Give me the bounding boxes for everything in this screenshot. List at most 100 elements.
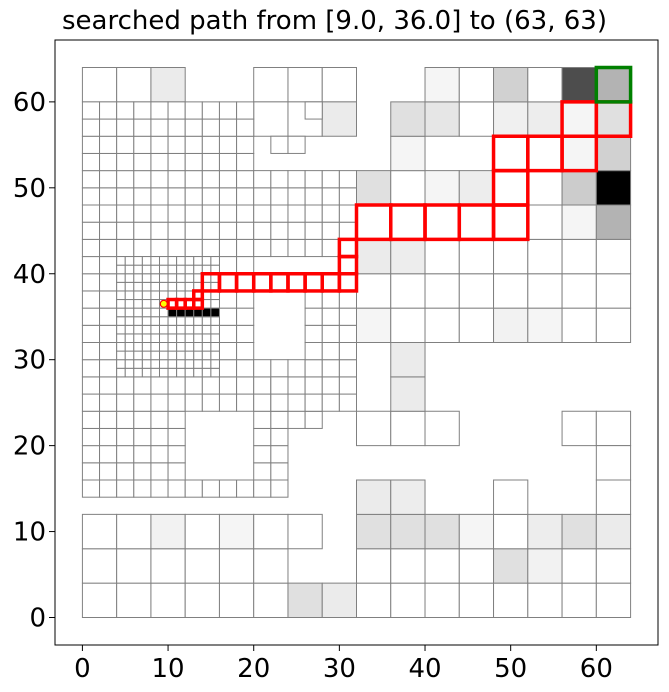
grid-cell-fine	[124, 299, 135, 309]
grid-cell-small	[167, 221, 186, 240]
grid-cell-small	[116, 376, 135, 395]
grid-cell	[356, 238, 392, 275]
grid-cell-small	[304, 187, 323, 206]
grid-cell	[390, 273, 426, 309]
grid-cell-small	[116, 118, 135, 137]
grid-cell	[458, 582, 495, 618]
grid-cell	[356, 170, 392, 206]
grid-cell-small	[321, 307, 340, 326]
grid-cell-fine	[133, 273, 143, 283]
grid-cell-small	[99, 238, 118, 258]
grid-cell-small	[287, 376, 306, 395]
grid-cell-small	[236, 101, 255, 120]
grid-cell-fine	[141, 307, 152, 318]
grid-cell-fine	[116, 350, 126, 361]
grid-cell-small	[321, 204, 340, 223]
grid-cell-small	[81, 479, 101, 498]
grid-cell	[390, 101, 426, 137]
grid-cell-small	[184, 170, 203, 189]
grid-cell-fine	[150, 290, 160, 301]
grid-cell-small	[201, 238, 220, 258]
x-tick-label: 60	[580, 654, 613, 684]
grid-cell-fine	[116, 324, 126, 335]
grid-cell-fine	[176, 264, 186, 275]
grid-cell	[595, 479, 632, 515]
grid-cell-small	[133, 170, 152, 189]
grid-cell-small	[201, 376, 220, 395]
grid-cell-fine	[176, 367, 186, 378]
grid-cell	[390, 513, 426, 550]
grid-cell-small	[81, 238, 101, 258]
path-cell	[269, 272, 290, 293]
grid-cell-fine	[141, 273, 152, 283]
grid-cell-small	[253, 204, 272, 223]
grid-cell-small	[236, 256, 255, 275]
grid-cell	[561, 548, 597, 584]
grid-cell-small	[99, 445, 118, 464]
grid-cell-fine	[210, 324, 220, 335]
grid-cell-small	[201, 152, 220, 172]
grid-cell-small	[150, 118, 169, 137]
path-cell	[286, 272, 307, 293]
grid-cell-fine	[184, 333, 195, 343]
grid-cell	[595, 445, 632, 481]
grid-cell-fine	[201, 359, 212, 369]
grid-cell	[356, 204, 392, 240]
grid-cell-small	[321, 290, 340, 309]
grid-cell-small	[167, 445, 186, 464]
grid-cell-small	[150, 101, 169, 120]
grid-cell-small	[184, 238, 203, 258]
grid-cell-small	[133, 204, 152, 223]
grid-cell-fine	[150, 333, 160, 343]
grid-cell-fine	[150, 273, 160, 283]
grid-cell	[150, 548, 186, 584]
grid-cell	[116, 513, 152, 550]
path-cell	[251, 272, 273, 293]
grid-cell-small	[338, 290, 358, 309]
grid-cell	[390, 238, 426, 275]
grid-cell	[253, 548, 289, 584]
grid-cell-fine	[201, 316, 212, 326]
grid-cell-small	[236, 221, 255, 240]
grid-cell	[150, 582, 186, 618]
grid-cell	[493, 307, 529, 343]
grid-cell-small	[304, 359, 323, 378]
grid-cell-fine	[124, 281, 135, 292]
grid-cell-small	[236, 187, 255, 206]
grid-cell-fine	[141, 281, 152, 292]
grid-cell	[253, 513, 289, 550]
grid-cell-small	[338, 170, 358, 189]
grid-cell	[595, 238, 632, 275]
grid-cell-fine	[176, 333, 186, 343]
grid-cell-small	[201, 221, 220, 240]
grid-cell-fine	[141, 359, 152, 369]
grid-cell-fine	[167, 359, 178, 369]
grid-cell-small	[133, 118, 152, 137]
grid-cell-fine	[150, 324, 160, 335]
grid-cell	[493, 170, 529, 206]
grid-cell-fine	[158, 367, 169, 378]
grid-cell	[116, 67, 152, 103]
grid-cell	[595, 273, 632, 309]
grid-cell-small	[167, 118, 186, 137]
grid-cell-small	[81, 359, 101, 378]
grid-cell-small	[167, 187, 186, 206]
grid-cell-small	[218, 393, 238, 412]
grid-cell-small	[133, 445, 152, 464]
grid-cell-small	[167, 204, 186, 223]
grid-cell-small	[201, 170, 220, 189]
x-tick-label: 20	[237, 654, 270, 684]
grid-cell	[390, 307, 426, 343]
grid-cell-small	[150, 152, 169, 172]
grid-cell	[458, 273, 495, 309]
grid-cell-small	[287, 238, 306, 258]
grid-cell-small	[218, 273, 238, 292]
grid-cell-fine	[210, 367, 220, 378]
grid-cell-fine	[193, 350, 203, 361]
grid-cell-small	[116, 204, 135, 223]
grid-cell-small	[81, 290, 101, 309]
grid-cell-small	[236, 307, 255, 326]
grid-cell-small	[218, 479, 238, 498]
grid-cell	[390, 548, 426, 584]
grid-cell	[390, 376, 426, 412]
